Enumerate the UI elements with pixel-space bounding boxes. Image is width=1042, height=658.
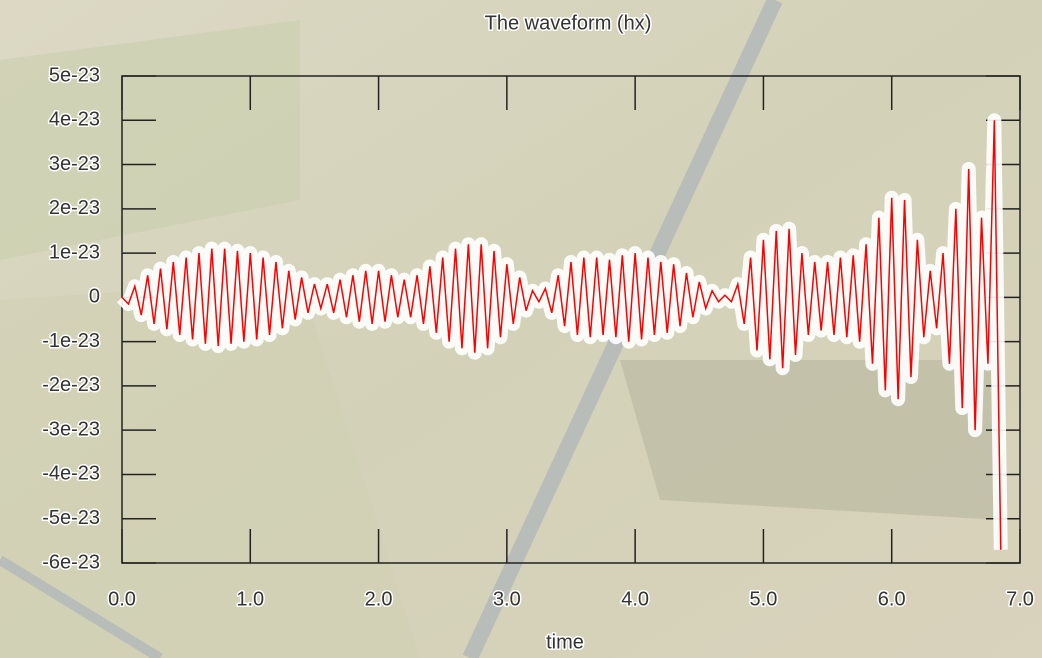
y-tick-label: 0 — [89, 286, 100, 308]
x-tick-label: 5.0 — [750, 588, 778, 610]
y-tick-label: -1e-23 — [42, 330, 100, 352]
y-tick-label: -2e-23 — [42, 374, 100, 396]
y-tick-label: 2e-23 — [49, 197, 100, 219]
field — [620, 360, 1000, 520]
page: {"chart_data": { "type": "line", "title"… — [0, 0, 1042, 658]
y-tick-label: -6e-23 — [42, 551, 100, 573]
x-tick-label: 0.0 — [108, 588, 136, 610]
x-tick-label: 7.0 — [1006, 588, 1034, 610]
x-tick-label: 1.0 — [236, 588, 264, 610]
x-tick-label: 3.0 — [493, 588, 521, 610]
x-tick-label: 4.0 — [621, 588, 649, 610]
x-tick-label: 6.0 — [878, 588, 906, 610]
chart: The waveform (hx) time 5e-23 4e-23 3e-23 2e… — [0, 0, 1042, 658]
y-tick-label: -3e-23 — [42, 418, 100, 440]
y-tick-label: -4e-23 — [42, 463, 100, 485]
y-tick-label: 4e-23 — [49, 109, 100, 131]
x-tick-label: 2.0 — [365, 588, 393, 610]
y-tick-label: 1e-23 — [49, 241, 100, 263]
y-tick-label: -5e-23 — [42, 507, 100, 529]
x-axis-label: time — [546, 631, 584, 653]
chart-title: The waveform (hx) — [485, 12, 652, 34]
y-tick-label: 5e-23 — [49, 64, 100, 86]
y-tick-label: 3e-23 — [49, 153, 100, 175]
